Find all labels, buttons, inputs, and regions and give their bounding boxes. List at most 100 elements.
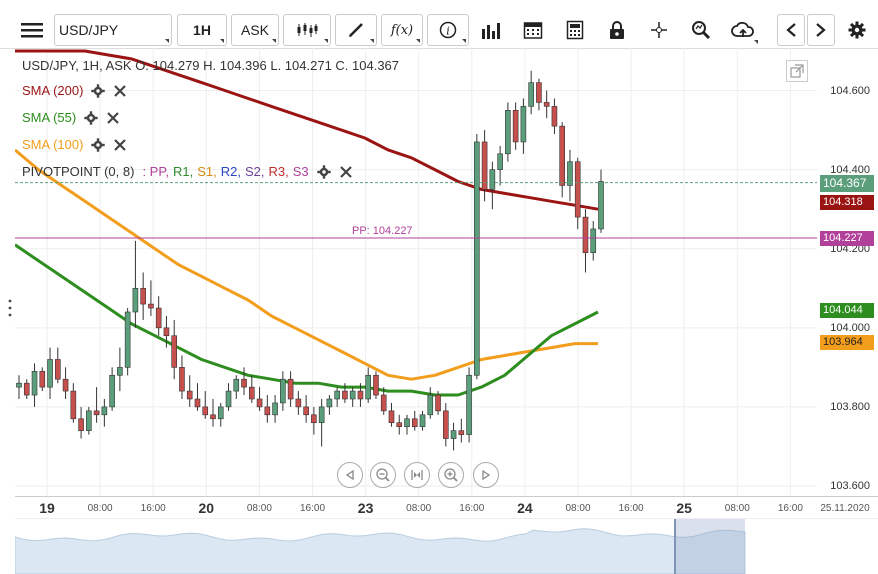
zoom-icon — [692, 21, 711, 40]
menu-button[interactable] — [14, 14, 50, 46]
day-tick-label: 20 — [198, 500, 215, 516]
candle-body — [318, 406, 325, 424]
candle-body — [47, 359, 53, 388]
crosshair-button[interactable] — [642, 14, 676, 46]
info-button[interactable]: i — [427, 14, 469, 46]
chart-type-button[interactable] — [283, 14, 331, 46]
scroll-forward-control[interactable] — [473, 462, 499, 488]
candle-body — [225, 390, 232, 408]
scroll-right-button[interactable] — [807, 14, 835, 46]
scroll-left-button[interactable] — [777, 14, 805, 46]
chart-plot[interactable]: PP: 104.227 — [15, 48, 817, 496]
candle-body — [93, 410, 100, 416]
popout-icon — [790, 64, 804, 78]
close-icon[interactable] — [113, 138, 127, 152]
time-tick-label: 16:00 — [459, 503, 485, 514]
candle-body — [528, 82, 534, 107]
close-icon[interactable] — [106, 111, 120, 125]
price-axis: 104.600 104.400 104.200 104.000 103.800 103.6… — [817, 48, 878, 496]
close-icon[interactable] — [113, 84, 127, 98]
draw-icon — [349, 23, 363, 37]
candle-body — [155, 307, 162, 329]
candle-body — [349, 390, 356, 400]
candle-body — [39, 371, 46, 388]
settings-button[interactable] — [842, 14, 872, 46]
candle-body — [303, 406, 309, 416]
candle-body — [466, 374, 472, 435]
candle-body — [404, 418, 410, 427]
candle-body — [202, 406, 209, 416]
price-tick-label: 103.600 — [830, 480, 870, 492]
candle-body — [101, 406, 108, 416]
candle-body — [241, 378, 247, 388]
volume-button[interactable] — [474, 14, 508, 46]
candle-body — [481, 141, 488, 190]
gear-icon[interactable] — [316, 164, 331, 179]
candle-body — [171, 335, 177, 368]
timeframe-select[interactable]: 1H — [177, 14, 227, 46]
reset-zoom-control[interactable] — [404, 462, 430, 488]
candle-body — [489, 169, 496, 190]
draw-button[interactable] — [335, 14, 377, 46]
calculator-button[interactable] — [558, 14, 592, 46]
price-tick-label: 104.600 — [830, 84, 870, 97]
lock-button[interactable] — [600, 14, 634, 46]
candle-body — [272, 402, 278, 416]
candle-body — [574, 161, 581, 218]
arrow-left-icon — [786, 23, 796, 37]
sma55-line — [15, 243, 599, 397]
indicators-button[interactable]: f(x) — [381, 14, 423, 46]
candle-body — [62, 378, 69, 392]
candle-body — [450, 430, 457, 439]
triangle-left-icon — [345, 469, 354, 481]
fx-icon: f(x) — [390, 22, 414, 38]
navigator-window — [675, 519, 745, 574]
zoom-in-control[interactable] — [438, 462, 464, 488]
candle-body — [163, 327, 170, 337]
zoom-out-control[interactable] — [370, 462, 396, 488]
gear-icon[interactable] — [91, 83, 106, 98]
close-icon[interactable] — [339, 165, 353, 179]
price-type-label: ASK — [240, 22, 269, 38]
candle-body — [78, 418, 84, 431]
candle-body — [311, 414, 317, 424]
candle-body — [70, 390, 77, 420]
navigator-overview[interactable] — [15, 518, 878, 574]
zoom-button[interactable] — [684, 14, 718, 46]
cloud-button[interactable] — [726, 14, 760, 46]
price-tick-label: 104.000 — [830, 321, 870, 334]
candle-body — [435, 394, 441, 412]
candle-body — [357, 390, 364, 400]
candle-body — [264, 406, 271, 416]
candle-body — [458, 430, 465, 435]
candle-body — [186, 390, 193, 400]
candle-body — [411, 418, 418, 427]
zoom-out-icon — [376, 468, 390, 482]
candle-body — [233, 378, 240, 392]
calendar-button[interactable] — [516, 14, 550, 46]
candle-body — [210, 414, 216, 420]
gear-icon[interactable] — [84, 110, 98, 125]
svg-text:i: i — [446, 25, 450, 38]
popout-button[interactable] — [786, 60, 808, 82]
sma55-tag: 104.044 — [820, 303, 874, 319]
drag-handle[interactable] — [8, 298, 12, 318]
ohlc-readout: USD/JPY, 1H, ASK O. 104.279 H. 104.396 L… — [22, 58, 400, 73]
cloud-icon — [731, 21, 754, 37]
lock-icon — [610, 21, 624, 39]
calendar-icon — [523, 22, 543, 39]
time-tick-label: 08:00 — [724, 503, 750, 514]
pivot-series-label: R2, — [220, 164, 241, 179]
candles-icon — [297, 23, 318, 37]
candle-body — [295, 398, 302, 408]
time-tick-label: 08:00 — [246, 503, 272, 514]
scroll-back-control[interactable] — [337, 462, 363, 488]
gear-icon[interactable] — [91, 137, 106, 152]
calculator-icon — [566, 20, 584, 40]
last-price-tag: 104.367 — [820, 174, 874, 192]
candle-body — [373, 374, 379, 396]
symbol-select[interactable]: USD/JPY — [54, 14, 172, 46]
time-tick-label: 08:00 — [87, 503, 113, 514]
candle-body — [256, 398, 263, 408]
price-type-select[interactable]: ASK — [231, 14, 279, 46]
